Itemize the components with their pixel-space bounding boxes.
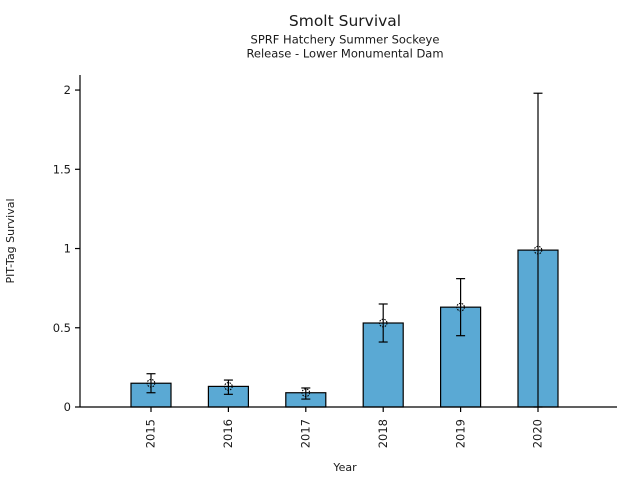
y-tick-label-1: 1 — [64, 242, 71, 256]
point-marker-2016 — [224, 382, 233, 391]
x-tick-label-group-2016: 2016 — [221, 419, 235, 448]
x-tick-label-2018: 2018 — [376, 419, 390, 448]
x-axis-label: Year — [332, 461, 357, 474]
point-marker-2019 — [456, 302, 465, 312]
x-tick-label-2017: 2017 — [298, 419, 312, 448]
chart-subtitle-line1: SPRF Hatchery Summer Sockeye — [251, 33, 440, 47]
point-marker-2018 — [378, 318, 388, 328]
x-tick-label-group-2017: 2017 — [298, 419, 312, 448]
point-marker-2015 — [146, 378, 156, 388]
plot-area: 0 0.5 1 1.5 2 2015 2016 2017 2018 2019 2020 — [53, 75, 617, 448]
y-tick-label-2: 2 — [64, 83, 71, 97]
x-tick-label-group-2020: 2020 — [531, 419, 545, 448]
x-tick-label-group-2019: 2019 — [453, 419, 467, 448]
x-tick-label-2019: 2019 — [453, 419, 467, 448]
x-tick-label-group-2015: 2015 — [144, 419, 158, 448]
x-tick-label-2016: 2016 — [221, 419, 235, 448]
y-tick-label-0.5: 0.5 — [53, 321, 71, 335]
chart-subtitle-line2: Release - Lower Monumental Dam — [246, 47, 443, 61]
y-tick-label-0: 0 — [64, 400, 71, 414]
y-axis-label: PIT-Tag Survival — [4, 198, 17, 283]
y-tick-label-1.5: 1.5 — [53, 162, 71, 176]
y-axis-label-group: PIT-Tag Survival — [4, 198, 17, 283]
x-tick-label-2020: 2020 — [531, 419, 545, 448]
point-marker-2020 — [533, 245, 543, 255]
chart-title: Smolt Survival — [289, 12, 401, 30]
x-tick-label-group-2018: 2018 — [376, 419, 390, 448]
point-marker-2017 — [301, 388, 311, 398]
x-tick-label-2015: 2015 — [144, 419, 158, 448]
